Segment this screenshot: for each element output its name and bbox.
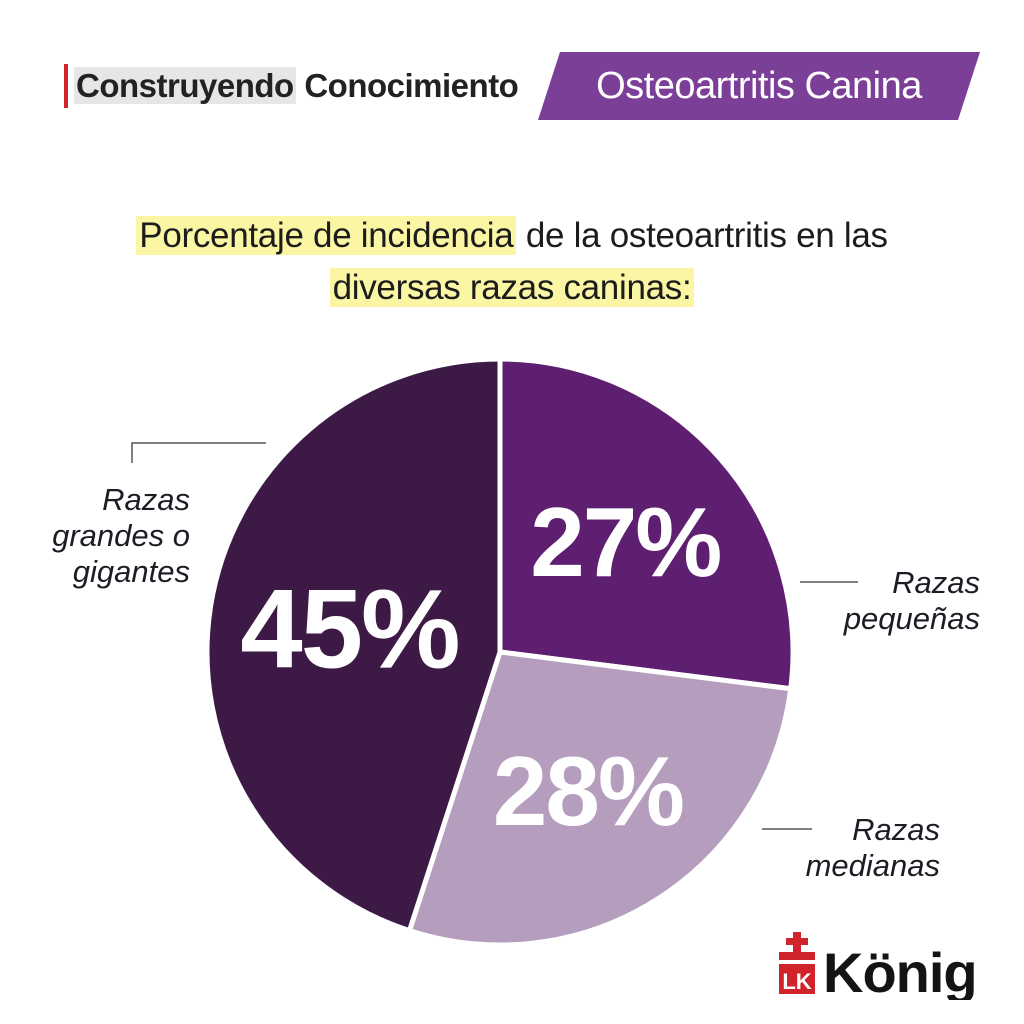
brand-accent-bar [64,64,68,108]
chart-title: Porcentaje de incidencia de la osteoartr… [60,210,964,314]
category-label: medianas [806,848,940,883]
slice-value-label: 27% [530,487,720,597]
category-label: Razas [892,565,980,600]
pie-slice [204,356,503,934]
category-label: grandes o [52,518,190,553]
logo-wordmark: König [823,941,975,1000]
konig-logo: LK König [779,932,975,1000]
svg-text:LK: LK [782,969,811,994]
category-label: pequeñas [843,601,980,636]
topic-title: Osteoartritis Canina [596,65,922,107]
slice-value-label: 45% [240,566,458,691]
brand-tagline: Construyendo Conocimiento [74,66,519,106]
brand-tagline-part-1: Construyendo [74,67,296,104]
title-text-1: de la osteoartritis en las [516,216,888,255]
category-label: Razas [852,812,940,847]
pie-slice [497,356,796,692]
title-highlight-2: diversas razas caninas: [329,268,695,307]
header: Construyendo Conocimiento Osteoartritis … [0,52,1024,120]
category-label: Razas [102,482,190,517]
lk-emblem-icon: LK [779,932,815,994]
topic-banner: Osteoartritis Canina [538,52,980,120]
pie-slice [406,649,794,948]
title-highlight-1: Porcentaje de incidencia [136,216,517,255]
category-label: gigantes [73,554,190,589]
leader-line [131,442,266,463]
brand-tagline-part-2: Conocimiento [304,67,519,104]
slice-value-label: 28% [493,736,683,846]
